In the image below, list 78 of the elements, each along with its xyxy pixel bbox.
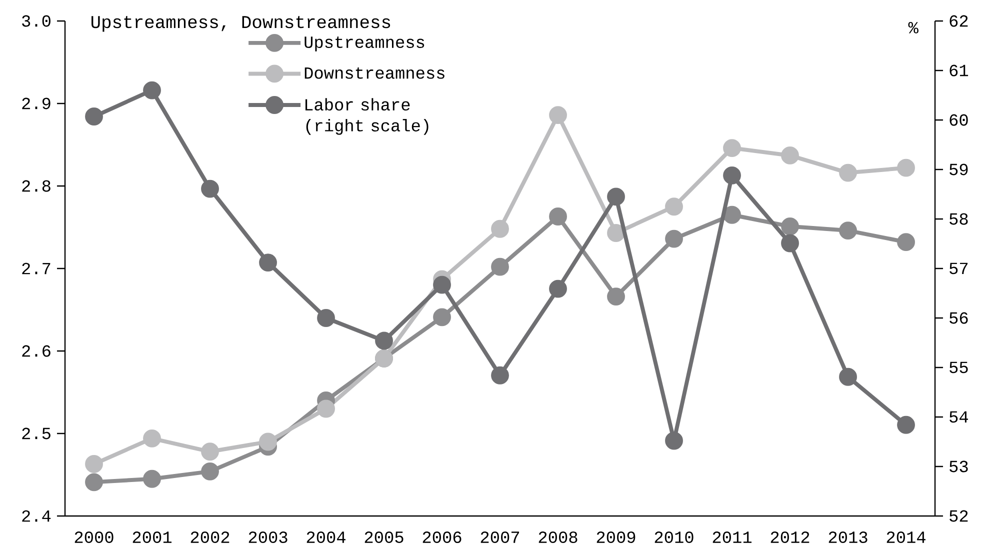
point <box>85 455 103 473</box>
legend-label: Labor share (right scale) <box>305 98 428 135</box>
x-tick-label: 2006 <box>422 532 462 544</box>
point <box>433 276 451 294</box>
point <box>723 139 741 158</box>
y2-tick-label: 56 <box>950 312 968 324</box>
y2-axis-title: % <box>908 22 918 34</box>
x-tick-label: 2014 <box>886 532 926 544</box>
point <box>549 208 567 226</box>
y2-tick-label: 59 <box>950 164 968 176</box>
y-tick-label: 2.4 <box>22 510 51 522</box>
y2-tick-label: 62 <box>950 15 968 27</box>
point <box>665 432 683 450</box>
y-tick-label: 2.9 <box>22 98 50 110</box>
x-tick-label: 2010 <box>654 532 694 544</box>
point <box>607 224 625 242</box>
y2-tick-label: 52 <box>950 510 968 522</box>
x-tick-label: 2009 <box>596 532 636 544</box>
point <box>317 400 335 418</box>
point <box>85 473 103 492</box>
x-tick-label: 2008 <box>538 532 578 544</box>
x-tick-label: 2005 <box>364 532 404 544</box>
point <box>491 258 509 276</box>
point <box>259 432 277 451</box>
point <box>897 158 915 177</box>
point <box>549 106 567 124</box>
x-tick-label: 2013 <box>828 532 868 544</box>
point <box>143 81 161 100</box>
point <box>201 462 219 480</box>
y2-tick-label: 57 <box>950 262 968 274</box>
y2-tick-label: 58 <box>950 213 968 225</box>
point <box>839 164 857 182</box>
point <box>143 429 161 448</box>
y-tick-label: 2.6 <box>22 345 50 357</box>
y-tick-label: 2.8 <box>22 180 50 192</box>
legend-label: Downstreamness <box>304 67 444 79</box>
y2-tick-label: 54 <box>950 411 968 423</box>
y2-tick-label: 53 <box>950 460 968 472</box>
point <box>897 233 915 252</box>
point <box>491 220 509 238</box>
point <box>897 416 915 434</box>
y2-tick-label: 60 <box>950 114 968 126</box>
x-tick-label: 2002 <box>190 532 230 544</box>
x-tick-label: 2003 <box>248 532 288 544</box>
chart-title: Upstreamness, Downstreamness <box>92 16 390 32</box>
point <box>723 166 741 184</box>
x-tick-label: 2000 <box>74 532 114 544</box>
point <box>549 280 567 298</box>
x-tick-label: 2007 <box>480 532 520 544</box>
point <box>143 470 161 488</box>
point <box>201 180 219 198</box>
point <box>665 198 683 216</box>
point <box>259 254 277 272</box>
y2-tick-label: 61 <box>950 64 968 76</box>
y2-tick-label: 55 <box>950 362 968 374</box>
y-tick-label: 2.7 <box>22 262 50 274</box>
x-tick-label: 2011 <box>712 532 752 544</box>
point <box>723 206 741 224</box>
point <box>781 217 799 236</box>
point <box>839 368 857 386</box>
point <box>781 146 799 164</box>
point <box>781 234 799 252</box>
y-tick-label: 3.0 <box>22 15 50 27</box>
point <box>607 288 625 306</box>
point <box>433 308 451 326</box>
y-tick-label: 2.5 <box>22 428 50 440</box>
point <box>665 230 683 248</box>
legend-label: Upstreamness <box>304 36 424 52</box>
point <box>85 108 103 126</box>
x-tick-label: 2012 <box>770 532 810 544</box>
point <box>839 222 857 240</box>
point <box>317 309 335 327</box>
x-tick-label: 2001 <box>132 532 172 544</box>
point <box>491 366 509 384</box>
point <box>375 332 393 350</box>
point <box>201 442 219 461</box>
x-tick-label: 2004 <box>306 532 346 544</box>
point <box>607 188 625 206</box>
